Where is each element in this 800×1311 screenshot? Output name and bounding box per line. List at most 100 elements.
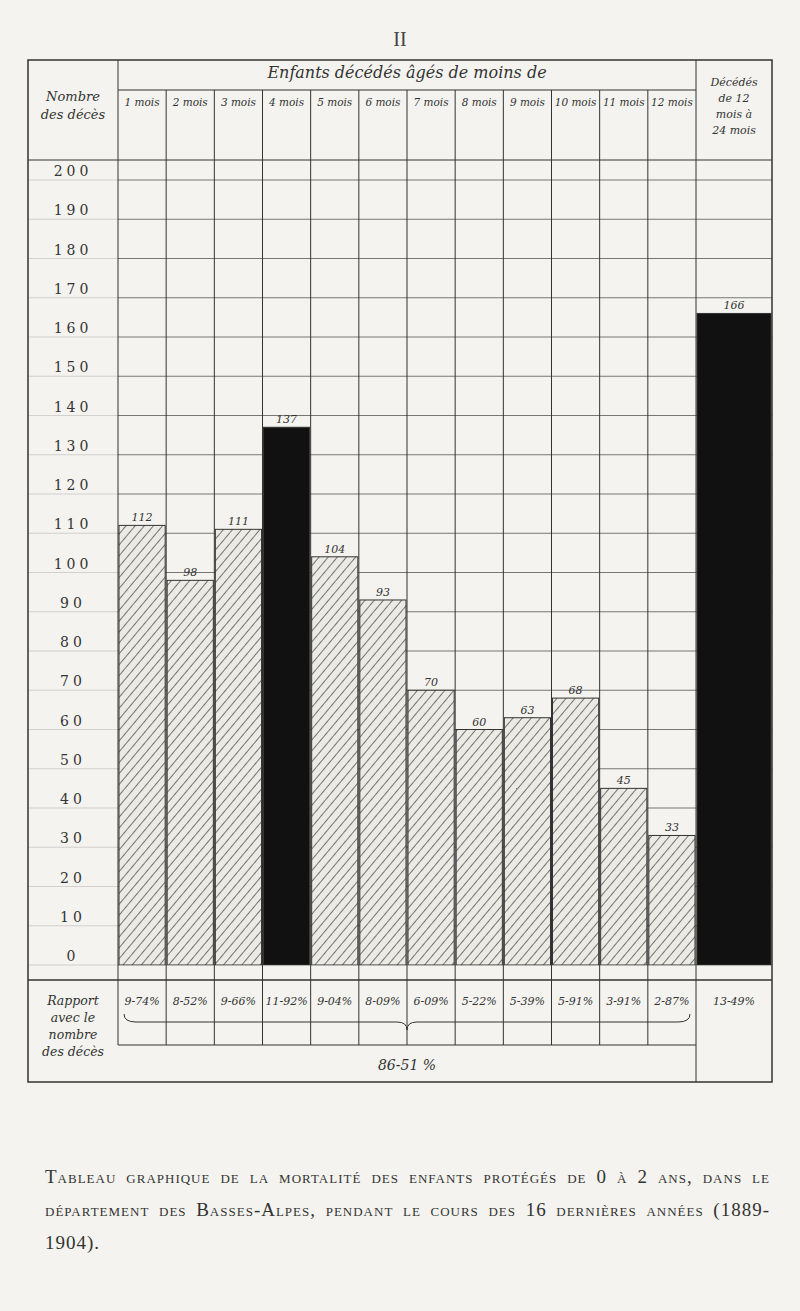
tick-label: 40	[60, 791, 86, 807]
tick-mark	[28, 454, 118, 455]
bar	[264, 427, 310, 965]
ratio-label: 3-91%	[606, 995, 641, 1008]
tick-label: 0	[67, 948, 80, 964]
line: avec le	[51, 1010, 95, 1025]
tick-mark	[28, 219, 118, 220]
tick-label: 90	[60, 595, 86, 611]
tick-mark	[28, 494, 118, 495]
line: nombre	[49, 1027, 98, 1042]
data-label: 93	[376, 586, 390, 599]
category-label: 5 mois	[317, 96, 353, 108]
row-label: Rapportavec lenombredes décès	[42, 993, 104, 1059]
tick-mark	[28, 651, 118, 652]
col-line	[455, 90, 456, 1045]
frame	[28, 60, 772, 1082]
bar	[601, 788, 647, 965]
page-number: II	[0, 28, 800, 51]
data-label: 33	[665, 821, 679, 834]
caption: Tableau graphique de la mortalité des en…	[45, 1160, 770, 1259]
bar	[697, 313, 771, 965]
grid-line	[118, 415, 772, 416]
tick-mark	[28, 690, 118, 691]
grid-line	[118, 494, 772, 495]
col-line	[647, 90, 648, 1045]
line: Nombre	[45, 89, 100, 104]
tick-label: 130	[54, 438, 93, 454]
tick-mark	[28, 533, 118, 534]
row-line	[28, 160, 772, 161]
tick-mark	[28, 415, 118, 416]
line: des décès	[41, 107, 106, 122]
tick-label: 60	[60, 713, 86, 729]
ratio-label: 9-04%	[317, 995, 352, 1008]
tick-label: 180	[54, 242, 93, 258]
ratio-label: 2-87%	[653, 995, 689, 1008]
tick-mark	[28, 337, 118, 338]
ratio-label: 9-66%	[221, 995, 256, 1008]
bar	[215, 529, 261, 965]
bar	[553, 698, 599, 965]
category-label: 1 mois	[125, 96, 161, 108]
bar	[167, 580, 213, 965]
chart: 0102030405060708090100110120130140150160…	[0, 0, 800, 1120]
data-label: 68	[569, 684, 583, 697]
tick-mark	[28, 258, 118, 259]
header: Enfants décédés âgés de moins de	[266, 63, 546, 82]
tick-mark	[28, 376, 118, 377]
tick-label: 50	[60, 752, 86, 768]
row-line	[118, 1045, 696, 1046]
category-label: 11 mois	[603, 96, 645, 108]
tick-mark	[28, 808, 118, 809]
tick-label: 20	[60, 870, 86, 886]
tick-mark	[28, 729, 118, 730]
data-label: 98	[183, 566, 197, 579]
grid-line	[118, 180, 772, 181]
category-label: 9 mois	[510, 96, 546, 108]
data-label: 112	[132, 511, 153, 524]
total-label: 86-51 %	[378, 1057, 436, 1073]
grid-line	[118, 337, 772, 338]
bar	[649, 835, 695, 965]
tick-label: 30	[60, 830, 86, 846]
tick-label: 190	[54, 202, 93, 218]
tick-mark	[28, 297, 118, 298]
category-label: 2 mois	[172, 96, 209, 108]
line: des décès	[42, 1044, 104, 1059]
data-label: 45	[616, 774, 631, 787]
category-label: 7 mois	[414, 96, 450, 108]
category-label: 6 mois	[365, 96, 401, 108]
tick-label: 110	[54, 516, 93, 532]
row-line	[118, 90, 696, 91]
ratio-label: 6-09%	[413, 995, 448, 1008]
y-axis-label: Nombre des décès	[41, 89, 106, 122]
ratio-label: 5-91%	[558, 995, 593, 1008]
data-label: 166	[724, 299, 745, 312]
grid-line	[118, 297, 772, 298]
grid-line	[118, 258, 772, 259]
category-label: 10 mois	[555, 96, 597, 108]
ratio-label: 5-39%	[510, 995, 545, 1008]
col-line	[166, 90, 167, 1045]
bar	[504, 718, 550, 965]
tick-label: 120	[54, 477, 93, 493]
grid-line	[118, 219, 772, 220]
bar	[456, 730, 502, 966]
line: de 12	[718, 92, 749, 105]
tick-label: 100	[54, 556, 93, 572]
ratio-label: 8-52%	[173, 995, 208, 1008]
data-label: 137	[276, 413, 297, 426]
line: 24 mois	[711, 124, 756, 137]
tick-mark	[28, 847, 118, 848]
brace	[124, 1014, 690, 1030]
grid-line	[118, 454, 772, 455]
bars	[119, 313, 771, 965]
tick-label: 170	[54, 281, 93, 297]
tick-label: 70	[60, 673, 86, 689]
ratio-label: 9-74%	[124, 995, 159, 1008]
tick-mark	[28, 180, 118, 181]
row-line	[28, 979, 772, 980]
col-line	[118, 60, 119, 1045]
tick-mark	[28, 572, 118, 573]
tick-label: 200	[54, 163, 93, 179]
bar	[408, 690, 454, 965]
